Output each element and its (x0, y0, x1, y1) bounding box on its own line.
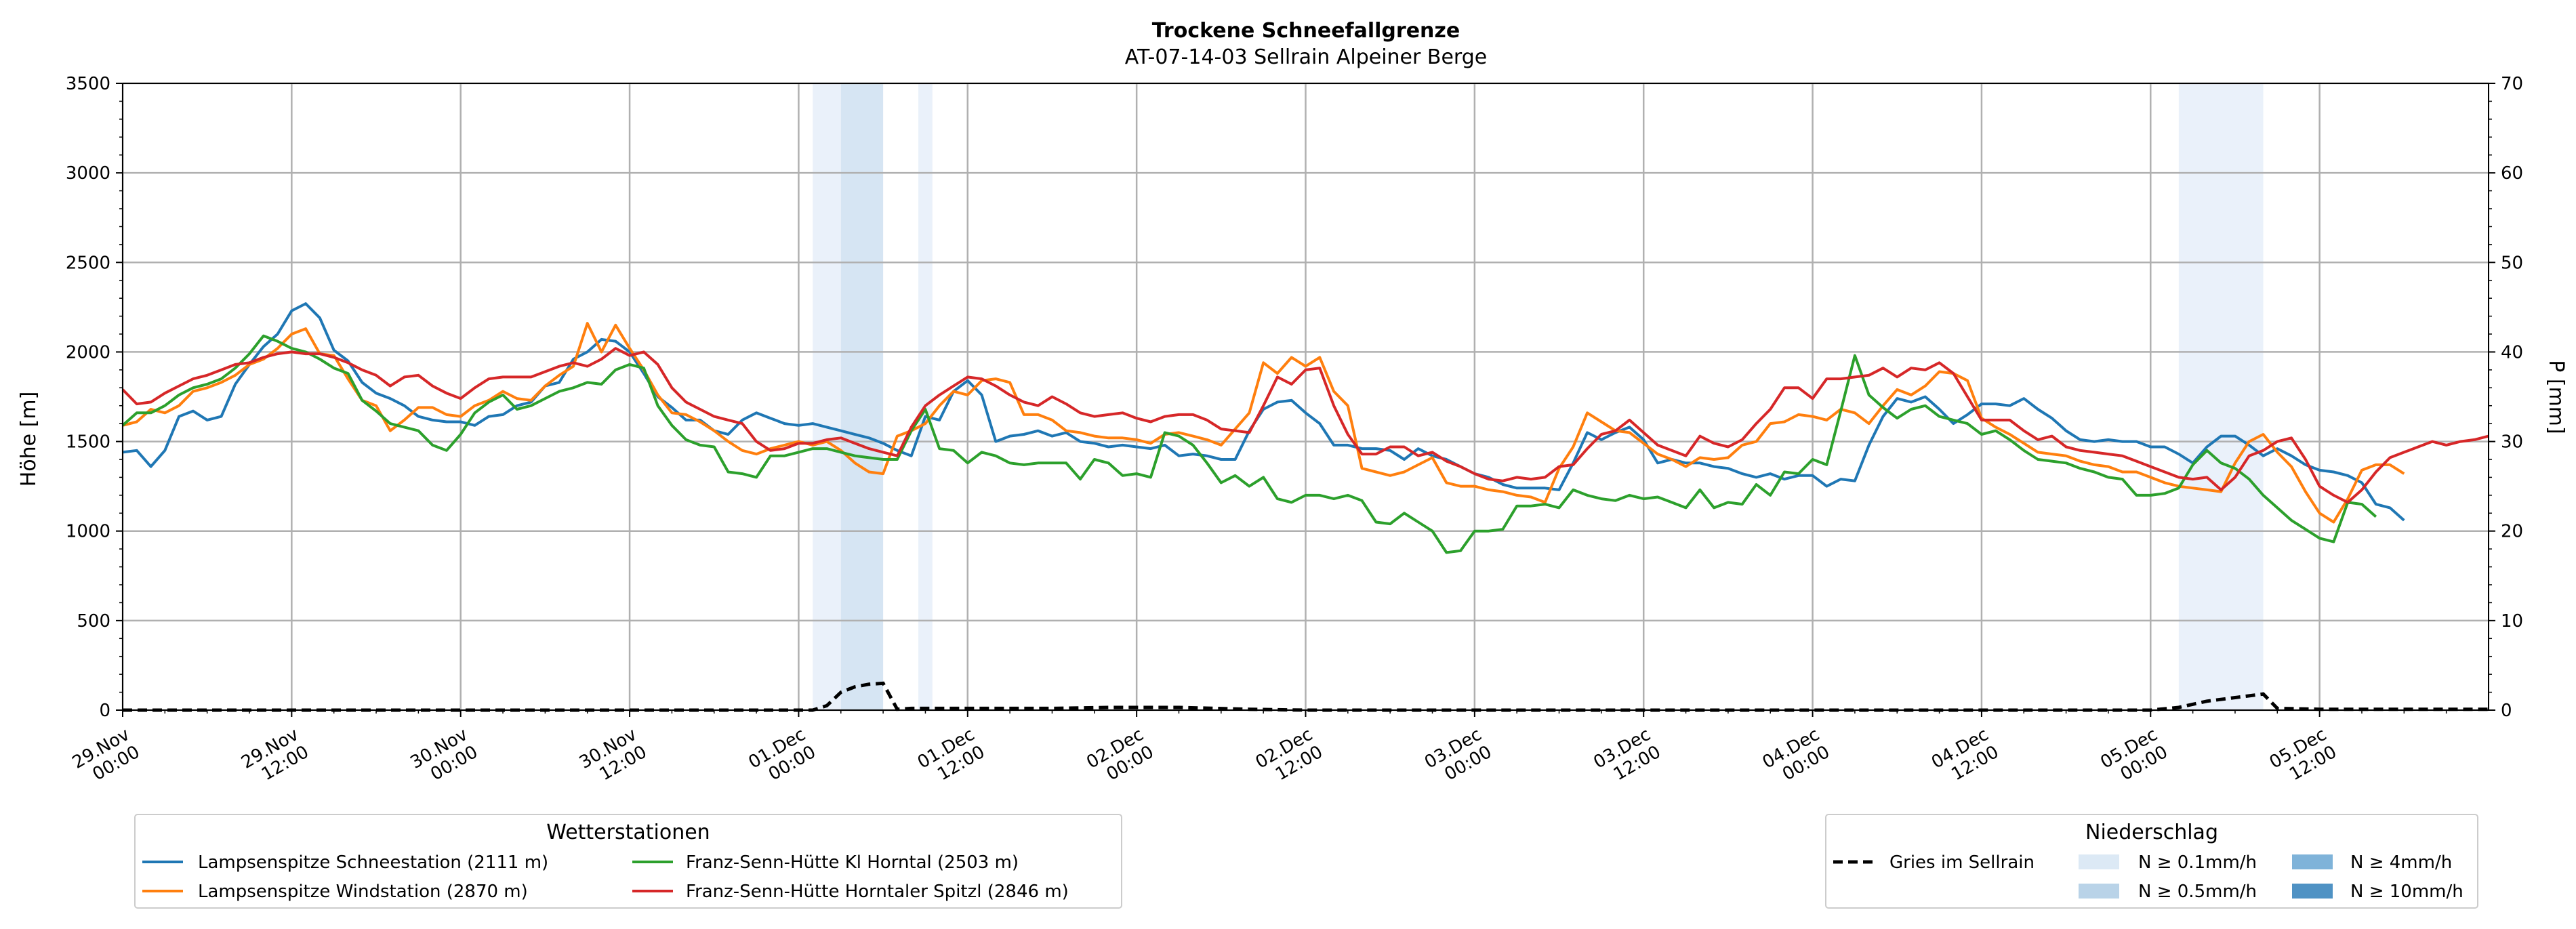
legend-stations: Wetterstationen Lampsenspitze Schneestat… (134, 814, 1122, 909)
y-tick-label: 2000 (66, 342, 110, 363)
chart-subtitle: AT-07-14-03 Sellrain Alpeiner Berge (1125, 45, 1487, 69)
y2-axis-label: P [mm] (2544, 360, 2568, 434)
precip-band-2 (918, 83, 933, 710)
legend-precip-title: Niederschlag (2085, 821, 2218, 844)
line-kl-horntal (121, 334, 2377, 554)
y-tick-label: 2500 (66, 253, 110, 273)
legend-stations-title: Wetterstationen (546, 821, 710, 844)
legend-label-n01: N ≥ 0.1mm/h (2138, 852, 2257, 873)
y2-tick-label: 10 (2501, 611, 2523, 632)
precip-bands (813, 83, 2264, 710)
y2-tick-label: 30 (2501, 432, 2523, 453)
legend-swatch-n01 (2079, 854, 2119, 869)
precip-band-1 (840, 83, 884, 710)
precip-line-group (123, 681, 2489, 712)
y-tick-label: 3000 (66, 163, 110, 184)
grid-lines (121, 82, 2489, 711)
y2-tick-label: 40 (2501, 342, 2523, 363)
legend-label-kl-horntal: Franz-Senn-Hütte Kl Horntal (2503 m) (686, 852, 1019, 873)
legend-label-gries: Gries im Sellrain (1889, 852, 2035, 873)
precip-line-gries (123, 681, 2489, 712)
chart-title: Trockene Schneefallgrenze (1152, 19, 1460, 43)
line-horntaler-spitzl (121, 347, 2489, 504)
y-tick-label: 1000 (66, 522, 110, 542)
y2-tick-label: 70 (2501, 74, 2523, 94)
precip-band-0 (813, 83, 841, 710)
y-axis-ticks: 0 500 1000 1500 2000 2500 3000 3500 (66, 74, 123, 721)
y2-axis-ticks: 0 10 20 30 40 50 60 70 (2489, 74, 2523, 721)
legend-label-horntaler-spitzl: Franz-Senn-Hütte Horntaler Spitzl (2846 … (686, 882, 1069, 902)
y2-tick-label: 50 (2501, 253, 2523, 273)
y2-tick-label: 20 (2501, 522, 2523, 542)
legend-label-n10: N ≥ 10mm/h (2350, 882, 2463, 902)
line-windstation (122, 322, 2405, 524)
legend-label-schneestation: Lampsenspitze Schneestation (2111 m) (198, 852, 548, 873)
line-schneestation (122, 302, 2405, 522)
legend-swatch-n10 (2292, 884, 2333, 899)
legend-precip: Niederschlag Gries im Sellrain N ≥ 0.1mm… (1825, 814, 2478, 909)
legend-stations-frame (134, 814, 1122, 909)
precip-band-3 (2178, 83, 2264, 710)
y-tick-label: 1500 (66, 432, 110, 453)
legend-label-windstation: Lampsenspitze Windstation (2870 m) (198, 882, 528, 902)
legend-label-n05: N ≥ 0.5mm/h (2138, 882, 2257, 902)
y-axis-label: Höhe [m] (17, 392, 41, 487)
y-tick-label: 3500 (66, 74, 110, 94)
y2-tick-label: 60 (2501, 163, 2523, 184)
legend-swatch-n4 (2292, 854, 2333, 869)
y-tick-label: 500 (77, 611, 110, 632)
station-lines (121, 302, 2489, 554)
y-tick-label: 0 (99, 701, 110, 721)
legend-swatch-n05 (2079, 884, 2119, 899)
y2-tick-label: 0 (2501, 701, 2512, 721)
legend-label-n4: N ≥ 4mm/h (2350, 852, 2452, 873)
